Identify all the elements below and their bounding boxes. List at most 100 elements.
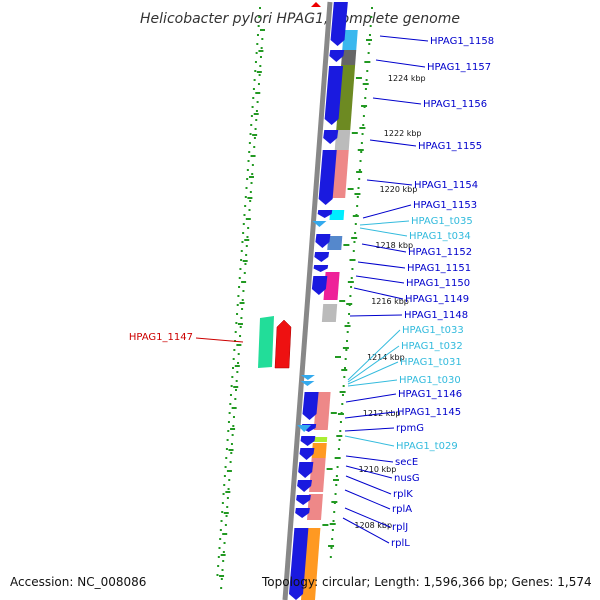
gene-label[interactable]: rplA bbox=[392, 504, 412, 515]
gene-label[interactable]: HPAG1_t032 bbox=[401, 341, 463, 352]
gene-block[interactable] bbox=[313, 392, 331, 430]
gene-label[interactable]: HPAG1_1153 bbox=[413, 200, 477, 211]
ring-dot bbox=[358, 178, 361, 180]
gene-label[interactable]: secE bbox=[395, 457, 418, 468]
ring-dot bbox=[251, 164, 254, 166]
rna-arrow[interactable] bbox=[312, 221, 327, 227]
ring-dot bbox=[232, 416, 235, 418]
gene-arrow[interactable] bbox=[330, 2, 348, 46]
gene-arrow[interactable] bbox=[297, 480, 312, 492]
gene-block[interactable] bbox=[334, 130, 351, 150]
gene-block[interactable] bbox=[323, 272, 340, 300]
leader-line bbox=[345, 393, 397, 403]
gene-block[interactable] bbox=[341, 50, 357, 65]
rna-arrow[interactable] bbox=[300, 375, 315, 380]
ring-dot bbox=[230, 385, 233, 387]
gene-arrow[interactable] bbox=[317, 210, 333, 218]
gene-label[interactable]: rpmG bbox=[396, 423, 424, 434]
gene-arrow[interactable] bbox=[300, 436, 316, 446]
ring-dot bbox=[229, 461, 232, 463]
gene-label[interactable]: rplL bbox=[391, 538, 410, 549]
gene-label[interactable]: nusG bbox=[394, 473, 420, 484]
gene-label[interactable]: HPAG1_1157 bbox=[427, 62, 491, 73]
gene-label[interactable]: rplK bbox=[393, 489, 413, 500]
ring-dot bbox=[238, 286, 241, 288]
ring-dot bbox=[344, 367, 346, 369]
ring-dot bbox=[356, 196, 359, 198]
gene-arrow[interactable] bbox=[298, 462, 314, 478]
ring-dot bbox=[241, 299, 244, 301]
rna-arrow[interactable] bbox=[297, 425, 312, 432]
gene-label[interactable]: HPAG1_1146 bbox=[398, 389, 462, 400]
ring-dot bbox=[246, 178, 249, 180]
gene-label[interactable]: HPAG1_1145 bbox=[397, 407, 461, 418]
rna-arrow[interactable] bbox=[300, 381, 315, 386]
ring-dot bbox=[346, 331, 349, 333]
gene-block[interactable] bbox=[311, 443, 327, 458]
leader-line bbox=[347, 361, 399, 385]
gene-label[interactable]: HPAG1_1156 bbox=[423, 99, 487, 110]
gene-label[interactable]: HPAG1_t033 bbox=[402, 325, 464, 336]
gene-block[interactable] bbox=[329, 210, 345, 220]
gene-arrow[interactable] bbox=[313, 265, 329, 272]
gene-arrow[interactable] bbox=[318, 150, 337, 205]
ring-dot bbox=[239, 268, 242, 270]
gene-arrow[interactable] bbox=[299, 448, 315, 460]
ring-dot bbox=[239, 335, 242, 337]
ring-dot bbox=[223, 484, 226, 486]
gene-block[interactable] bbox=[307, 494, 323, 520]
gene-arrow[interactable] bbox=[302, 392, 319, 420]
gene-arrow[interactable] bbox=[296, 495, 311, 505]
gene-label[interactable]: HPAG1_1154 bbox=[414, 180, 478, 191]
gene-block[interactable] bbox=[312, 437, 328, 442]
gene-block[interactable] bbox=[310, 458, 326, 470]
ring-dot bbox=[259, 7, 261, 9]
gene-arrow[interactable] bbox=[324, 66, 344, 125]
gene-label[interactable]: HPAG1_t031 bbox=[400, 357, 462, 368]
ring-dot bbox=[235, 380, 238, 382]
ring-dot bbox=[224, 524, 227, 526]
gene-arrow[interactable] bbox=[311, 276, 328, 295]
kbp-label: 1214 kbp bbox=[367, 353, 405, 362]
kbp-label: 1218 kbp bbox=[375, 241, 413, 250]
gene-label[interactable]: HPAG1_t034 bbox=[409, 231, 471, 242]
gene-label[interactable]: HPAG1_1152 bbox=[408, 247, 472, 258]
ring-dot bbox=[261, 38, 264, 40]
gene-block[interactable] bbox=[327, 236, 343, 250]
gene-block-highlight[interactable] bbox=[258, 316, 274, 368]
ring-dot bbox=[254, 61, 257, 63]
ring-dot bbox=[332, 520, 335, 522]
gene-label[interactable]: rplJ bbox=[392, 522, 408, 533]
gene-label[interactable]: HPAG1_t035 bbox=[411, 216, 473, 227]
gene-block[interactable] bbox=[342, 30, 358, 50]
gene-label[interactable]: HPAG1_1151 bbox=[407, 263, 471, 274]
gene-label[interactable]: HPAG1_1147 bbox=[129, 332, 193, 343]
gene-block[interactable] bbox=[309, 470, 325, 492]
ring-dot bbox=[222, 551, 225, 553]
leader-line bbox=[345, 455, 394, 463]
leader-line bbox=[344, 489, 391, 510]
gene-arrow[interactable] bbox=[314, 252, 330, 262]
gene-label[interactable]: HPAG1_t029 bbox=[396, 441, 458, 452]
ring-dot bbox=[234, 331, 237, 333]
ring-dot bbox=[221, 511, 224, 513]
gene-label[interactable]: HPAG1_1150 bbox=[406, 278, 470, 289]
ring-dot bbox=[224, 466, 227, 468]
gene-arrow[interactable] bbox=[315, 234, 331, 248]
gene-label[interactable]: HPAG1_1148 bbox=[404, 310, 468, 321]
highlighted-gene-group[interactable] bbox=[258, 316, 292, 369]
gene-arrow[interactable] bbox=[329, 50, 345, 62]
gene-arrow[interactable] bbox=[323, 130, 339, 144]
gene-label[interactable]: HPAG1_t030 bbox=[399, 375, 461, 386]
gene-label[interactable]: HPAG1_1158 bbox=[430, 36, 494, 47]
gene-label[interactable]: HPAG1_1155 bbox=[418, 141, 482, 152]
gene-block[interactable] bbox=[321, 304, 338, 322]
ring-dot bbox=[225, 515, 228, 517]
ring-dot bbox=[235, 322, 238, 324]
gene-label[interactable]: HPAG1_1149 bbox=[405, 294, 469, 305]
leader-line bbox=[349, 314, 403, 317]
ring-dot bbox=[358, 169, 361, 171]
gene-arrow[interactable] bbox=[289, 528, 309, 600]
gene-arrow-highlight[interactable] bbox=[274, 319, 292, 369]
gene-arrow[interactable] bbox=[295, 508, 310, 518]
